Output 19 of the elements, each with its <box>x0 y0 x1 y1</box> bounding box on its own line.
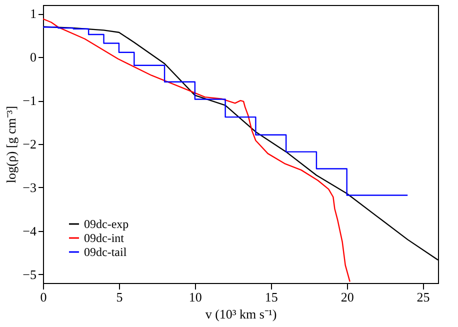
y-tick-label: 1 <box>30 6 36 22</box>
line-series <box>43 18 350 282</box>
x-tick-label: 10 <box>188 290 202 304</box>
y-tick-label: −4 <box>22 223 37 238</box>
x-tick-label: 0 <box>40 290 47 304</box>
y-tick-label: 0 <box>30 50 36 65</box>
y-tick-label: −1 <box>22 93 36 108</box>
legend-label: 09dc-exp <box>84 217 129 231</box>
legend-label: 09dc-int <box>84 231 125 245</box>
x-tick-label: 25 <box>416 290 430 304</box>
x-axis-title: v (10³ km s⁻¹) <box>205 306 277 322</box>
x-tick-label: 15 <box>264 290 278 304</box>
y-axis-title: log(ρ) [g cm⁻³] <box>4 106 19 184</box>
y-tick-label: −5 <box>22 266 36 282</box>
y-tick-label: −2 <box>22 136 36 152</box>
legend-label: 09dc-tail <box>84 245 128 259</box>
x-tick-label: 5 <box>116 290 123 304</box>
y-tick-label: −3 <box>22 180 36 195</box>
x-tick-label: 20 <box>340 290 354 304</box>
